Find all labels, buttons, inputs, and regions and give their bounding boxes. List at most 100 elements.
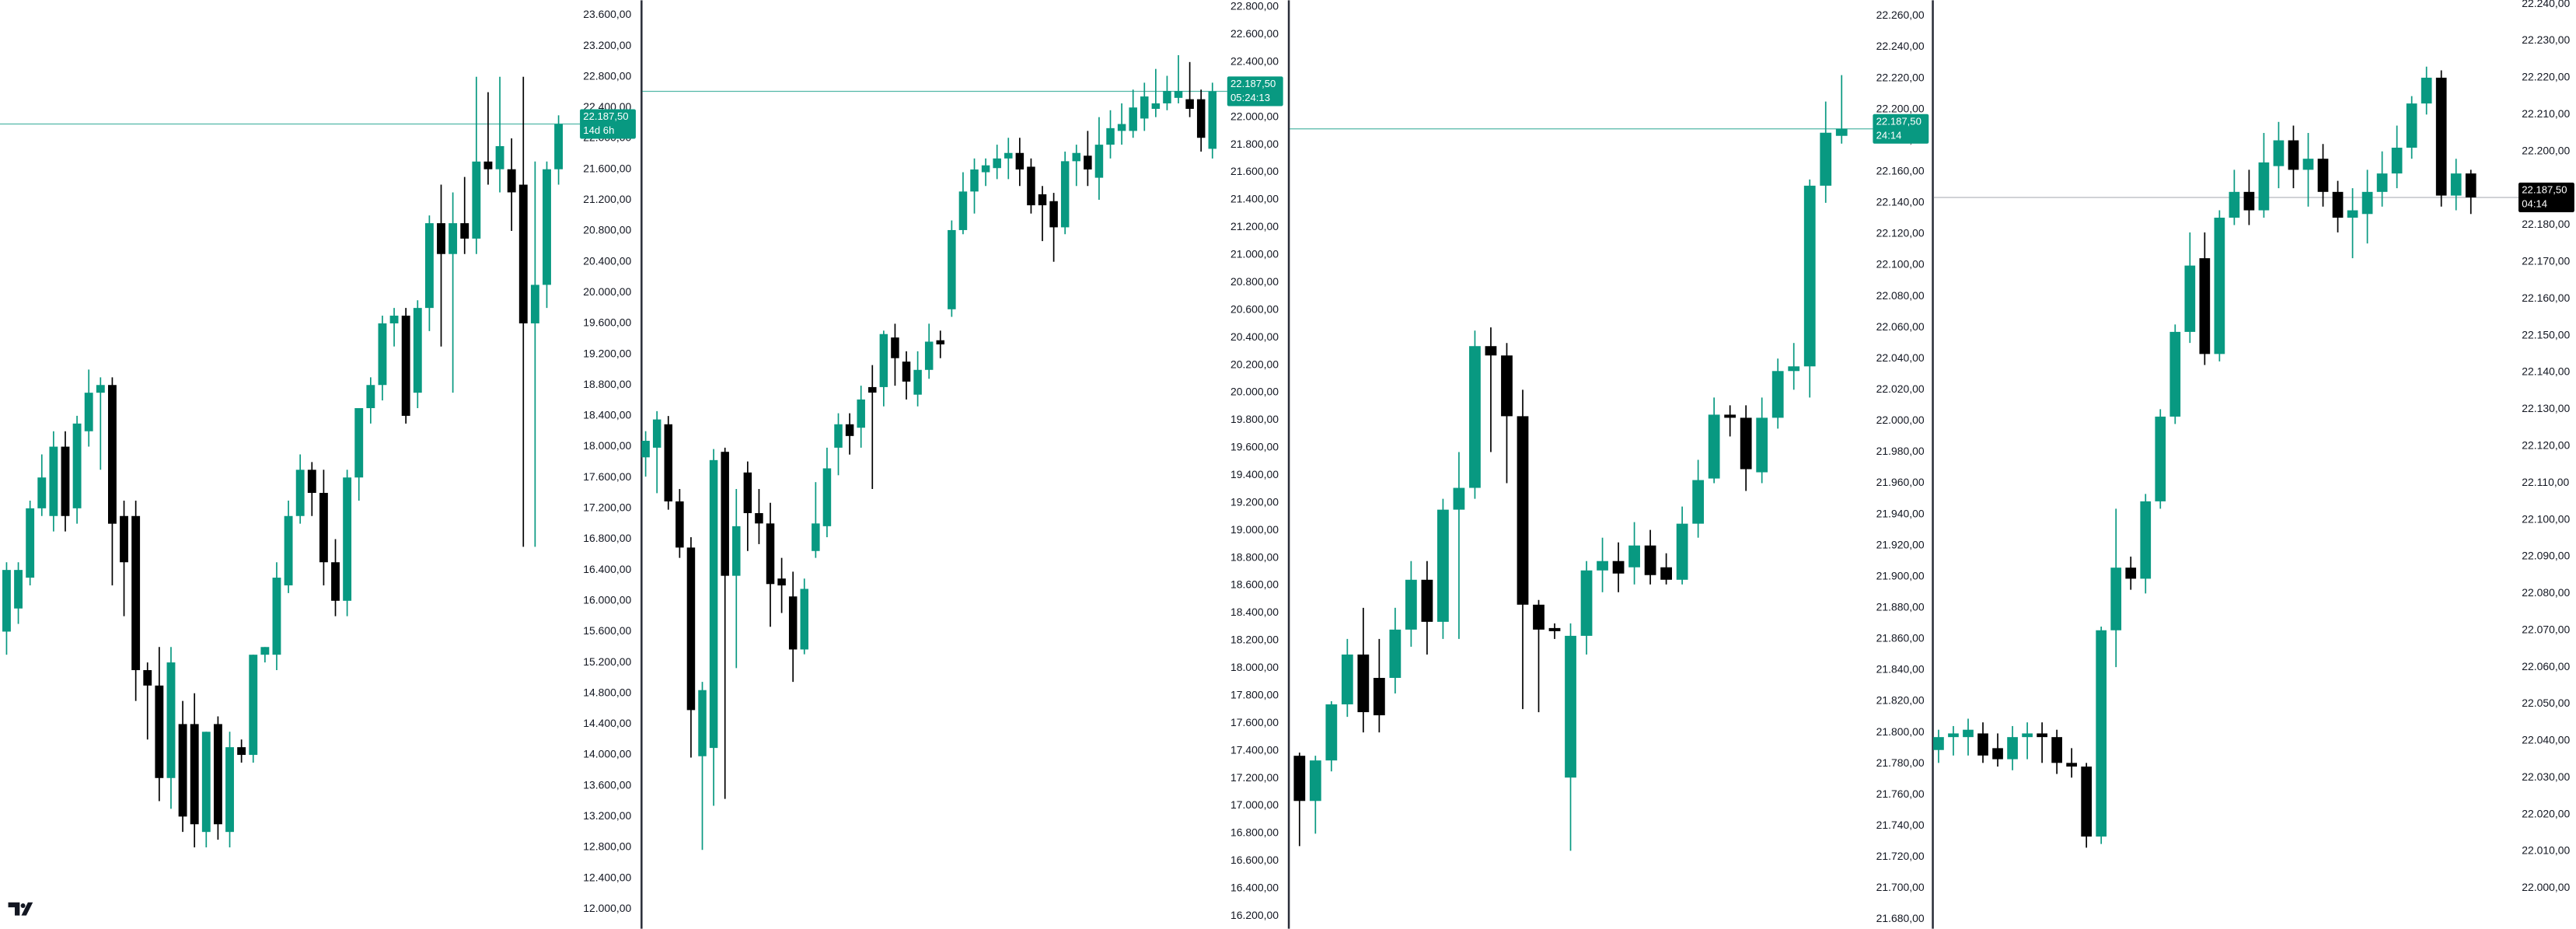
candle-body [1597,561,1608,571]
candle-body [652,419,661,448]
candle-body [413,308,422,393]
candle-body [641,441,650,458]
candle-body [2376,173,2388,192]
price-badge [580,109,636,139]
candle-body [2347,210,2358,218]
y-tick-label: 18.200,00 [1230,634,1279,646]
y-tick-label: 20.800,00 [1230,275,1279,288]
y-tick-label: 20.400,00 [1230,330,1279,343]
candle-body [970,169,979,192]
y-tick-label: 23.600,00 [583,8,631,20]
candle-body [401,316,410,416]
y-tick-label: 22.230,00 [2522,33,2570,46]
y-tick-label: 16.400,00 [1230,882,1279,894]
y-tick-label: 22.800,00 [583,69,631,82]
candle-body [2229,191,2240,218]
candle-body [260,647,270,655]
y-tick-label: 22.100,00 [2522,512,2570,525]
candle-body [2125,568,2137,579]
candle-body [472,161,481,239]
candle-body [2140,501,2152,579]
candle-body [1533,604,1545,630]
y-tick-label: 22.400,00 [1230,54,1279,67]
y-tick-label: 21.680,00 [1876,912,1925,924]
candle-body [1117,124,1126,131]
candle-body [2184,265,2196,332]
y-tick-label: 22.040,00 [1876,351,1925,364]
y-tick-label: 22.110,00 [2522,476,2569,488]
candle-body [1740,417,1752,470]
candle-body [981,165,990,173]
y-tick-label: 21.840,00 [1876,663,1925,676]
candle-body [460,223,469,239]
candle-body [913,369,922,395]
y-tick-label: 22.180,00 [2522,218,2570,230]
y-tick-label: 21.000,00 [1230,248,1279,260]
y-tick-label: 22.000,00 [2522,881,2570,893]
y-tick-label: 21.860,00 [1876,632,1925,644]
candle-body [721,452,729,576]
candle-body [61,446,70,516]
candle-body [1405,579,1417,630]
y-tick-label: 22.240,00 [1876,40,1925,52]
candle-body [2199,258,2211,354]
y-tick-label: 22.600,00 [1230,27,1279,40]
candle-body [1049,201,1058,228]
candle-body [2,570,11,632]
candle-body [2243,191,2255,211]
candle-body [777,578,786,586]
y-tick-label: 21.920,00 [1876,538,1925,550]
candle-body [554,124,564,169]
candle-body [483,161,493,169]
candle-body [1094,145,1104,178]
y-tick-label: 21.800,00 [1230,138,1279,150]
y-tick-label: 22.000,00 [1876,414,1925,426]
price-badge-label: 22.187,50 [2522,184,2567,196]
candle-body [868,386,877,393]
y-tick-label: 18.800,00 [583,378,631,390]
y-tick-label: 18.600,00 [1230,578,1279,591]
candle-body [948,229,956,309]
y-tick-label: 21.900,00 [1876,569,1925,581]
y-tick-label: 21.200,00 [583,193,631,205]
y-tick-label: 22.140,00 [2522,365,2570,378]
candle-body [530,285,539,323]
y-tick-label: 22.200,00 [1876,102,1925,114]
candle-body [2037,733,2047,738]
candle-body [2258,162,2270,211]
candle-body [366,385,375,408]
y-tick-label: 13.200,00 [583,809,631,822]
y-tick-label: 22.160,00 [1876,165,1925,177]
candle-body [1038,194,1047,206]
candle-body [822,468,832,526]
y-tick-label: 22.160,00 [2522,292,2570,304]
y-tick-label: 15.200,00 [583,655,631,668]
y-tick-label: 21.720,00 [1876,850,1925,862]
y-tick-label: 22.020,00 [1876,382,1925,395]
candle-body [37,477,47,508]
y-tick-label: 22.080,00 [2522,586,2570,599]
candle-body [307,470,316,494]
candle-body [1580,570,1593,636]
y-tick-label: 22.170,00 [2522,255,2570,267]
candle-body [1485,346,1497,356]
candle-body [709,459,718,749]
candle-body [1692,480,1705,524]
price-badge-countdown: 24:14 [1876,129,1902,141]
candle-body [2302,159,2314,170]
y-tick-label: 18.000,00 [1230,661,1279,673]
candle-body [800,588,809,650]
candle-body [1004,152,1013,159]
y-tick-label: 22.220,00 [1876,71,1925,83]
candle-body [1469,346,1481,488]
candle-body [834,424,843,448]
price-badge-label: 22.187,50 [1876,115,1922,127]
y-tick-label: 18.000,00 [583,439,631,452]
y-tick-label: 20.800,00 [583,224,631,236]
candle-body [1501,355,1513,417]
y-tick-label: 22.130,00 [2522,402,2570,414]
candle-body [249,655,258,756]
y-tick-label: 17.200,00 [583,501,631,514]
candle-body [1565,635,1576,778]
